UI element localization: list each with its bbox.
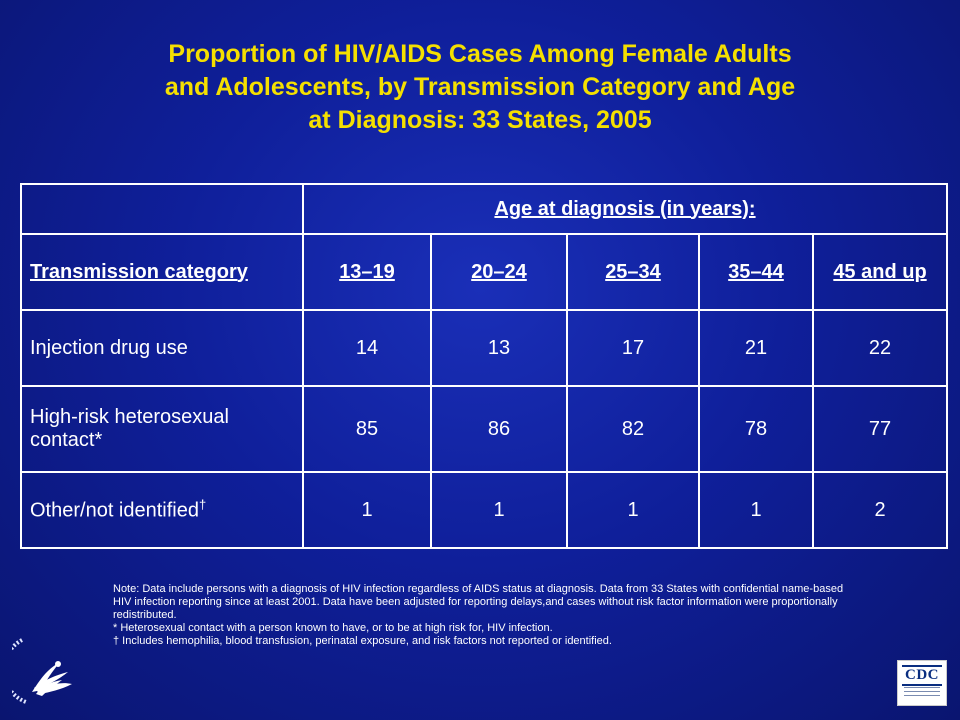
slide-title: Proportion of HIV/AIDS Cases Among Femal… [40, 38, 920, 137]
table-row: Injection drug use 14 13 17 21 22 [20, 309, 948, 387]
age-header-20-24: 20–24 [430, 233, 568, 311]
column-header-row: Transmission category 13–19 20–24 25–34 … [20, 233, 948, 311]
table-cell: 85 [302, 385, 432, 473]
table-cell: 2 [812, 471, 948, 549]
cdc-logo-lines [904, 687, 940, 699]
note-asterisk: * Heterosexual contact with a person kno… [113, 622, 553, 634]
cdc-logo-text: CDC [902, 665, 942, 686]
table-cell: 86 [430, 385, 568, 473]
table-cell: 13 [430, 309, 568, 387]
category-header: Transmission category [20, 233, 304, 311]
row-category-label: Other/not identified [30, 499, 199, 522]
empty-corner-cell [20, 183, 304, 235]
table-cell: 77 [812, 385, 948, 473]
row-category: Other/not identified† [20, 471, 304, 549]
age-header-13-19: 13–19 [302, 233, 432, 311]
hhs-eagle-seal-icon [1, 632, 78, 710]
table-cell: 22 [812, 309, 948, 387]
group-header-row: Age at diagnosis (in years): [20, 183, 948, 235]
table-cell: 1 [566, 471, 700, 549]
title-line-1: Proportion of HIV/AIDS Cases Among Femal… [168, 40, 792, 68]
table-cell: 17 [566, 309, 700, 387]
table-cell: 14 [302, 309, 432, 387]
note-main: Note: Data include persons with a diagno… [113, 583, 844, 621]
table-cell: 21 [698, 309, 814, 387]
row-category: High-risk heterosexual contact* [20, 385, 304, 473]
table-cell: 1 [302, 471, 432, 549]
table-row: High-risk heterosexual contact* 85 86 82… [20, 385, 948, 473]
row-category: Injection drug use [20, 309, 304, 387]
footnotes: Note: Data include persons with a diagno… [113, 583, 858, 648]
age-group-header: Age at diagnosis (in years): [302, 183, 948, 235]
data-table: Age at diagnosis (in years): Transmissio… [20, 183, 948, 549]
title-line-3: at Diagnosis: 33 States, 2005 [308, 106, 652, 134]
dagger-mark: † [199, 497, 207, 513]
table-cell: 1 [430, 471, 568, 549]
table-cell: 78 [698, 385, 814, 473]
table-cell: 1 [698, 471, 814, 549]
age-header-25-34: 25–34 [566, 233, 700, 311]
age-header-45-up: 45 and up [812, 233, 948, 311]
cdc-logo: CDC [897, 660, 947, 706]
age-header-35-44: 35–44 [698, 233, 814, 311]
title-line-2: and Adolescents, by Transmission Categor… [164, 73, 796, 101]
table-row: Other/not identified† 1 1 1 1 2 [20, 471, 948, 549]
table-cell: 82 [566, 385, 700, 473]
note-dagger: † Includes hemophilia, blood transfusion… [113, 635, 612, 647]
